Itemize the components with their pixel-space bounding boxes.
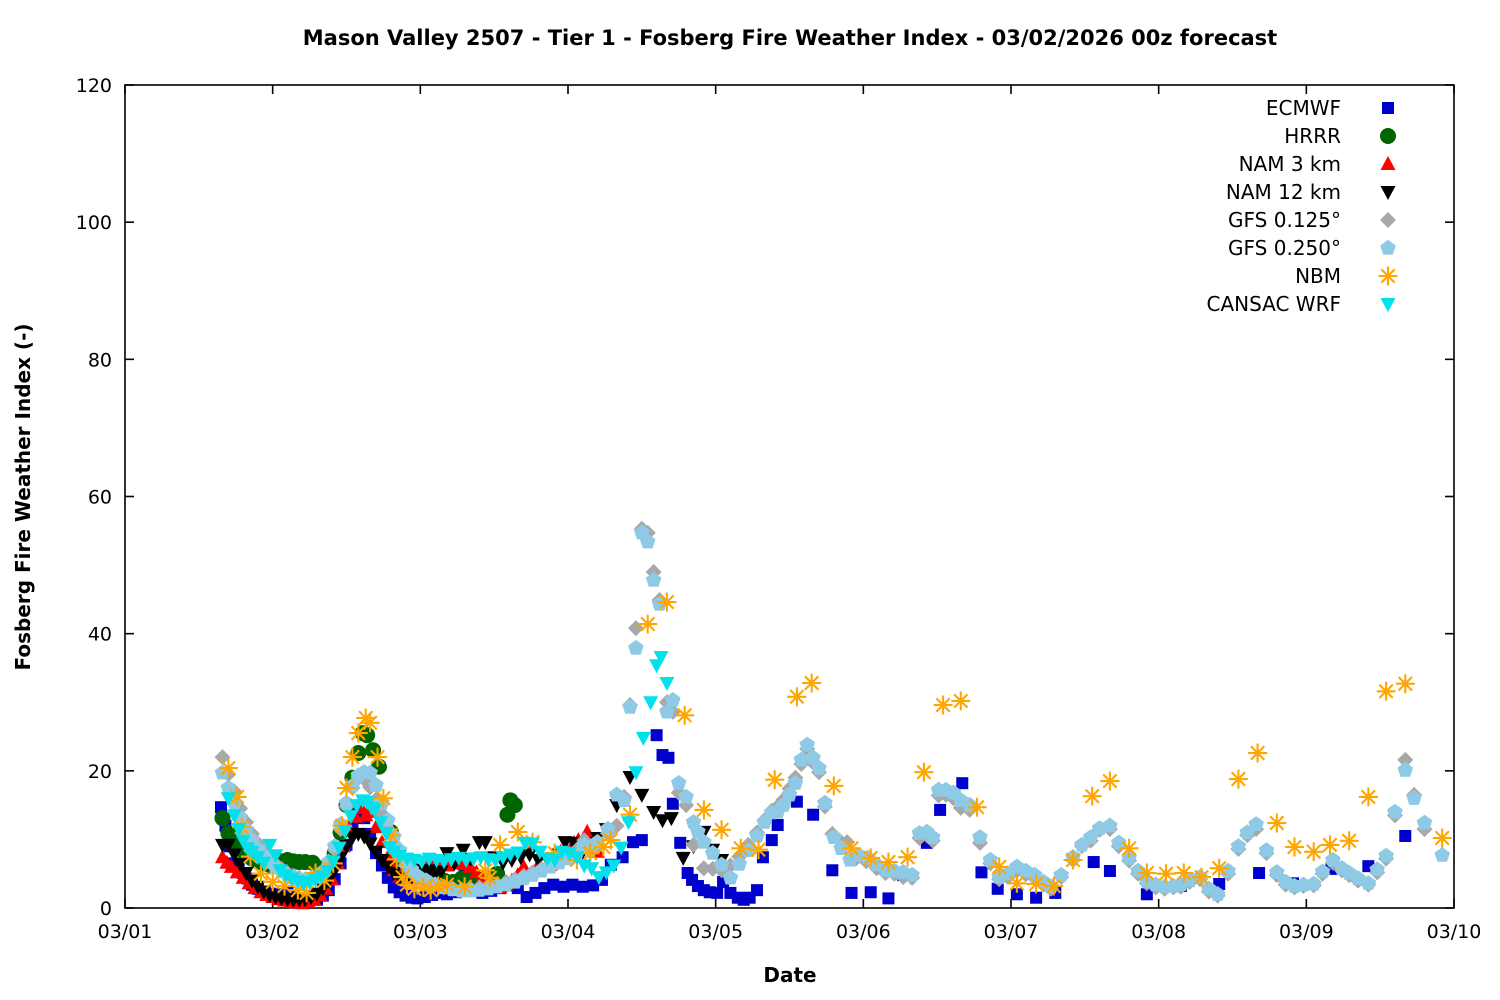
legend-item-nam12: NAM 12 km xyxy=(1226,180,1396,204)
series-cansac xyxy=(220,650,675,892)
legend-label-nam3: NAM 3 km xyxy=(1239,152,1341,176)
legend: ECMWF HRRR NAM 3 km NAM 12 km GFS 0.125° GFS … xyxy=(1206,96,1398,316)
legend-label-ecmwf: ECMWF xyxy=(1266,96,1341,120)
legend-label-nbm: NBM xyxy=(1295,264,1341,288)
legend-marker-gfs250-icon xyxy=(1380,239,1396,255)
legend-item-nbm: NBM xyxy=(1295,264,1398,288)
x-tick-label-03-04: 03/04 xyxy=(541,921,596,943)
y-tick-label-80: 80 xyxy=(88,349,112,371)
x-tick-label-03-02: 03/02 xyxy=(245,921,300,943)
legend-marker-hrrr-icon xyxy=(1380,128,1396,144)
chart-title: Mason Valley 2507 - Tier 1 - Fosberg Fir… xyxy=(303,26,1277,50)
y-axis-title: Fosberg Fire Weather Index (-) xyxy=(11,323,35,670)
series-nbm xyxy=(218,592,1452,903)
legend-label-gfs250: GFS 0.250° xyxy=(1228,236,1341,260)
legend-marker-nam12-icon xyxy=(1380,186,1396,200)
legend-item-hrrr: HRRR xyxy=(1284,124,1396,148)
y-tick-label-0: 0 xyxy=(100,898,112,920)
y-tick-label-60: 60 xyxy=(88,487,112,509)
x-tick-label-03-03: 03/03 xyxy=(393,921,448,943)
y-tick-label-120: 120 xyxy=(76,75,112,97)
legend-marker-gfs125-icon xyxy=(1380,212,1396,228)
legend-marker-cansac-icon xyxy=(1380,298,1396,312)
x-tick-label-03-06: 03/06 xyxy=(836,921,891,943)
legend-item-cansac: CANSAC WRF xyxy=(1206,292,1396,316)
legend-label-cansac: CANSAC WRF xyxy=(1206,292,1341,316)
x-tick-label-03-09: 03/09 xyxy=(1279,921,1334,943)
legend-marker-nam3-icon xyxy=(1380,156,1396,170)
axis-tick-labels: 03/01 03/02 03/03 03/04 03/05 03/06 03/07 03/08… xyxy=(76,75,1482,943)
x-tick-label-03-07: 03/07 xyxy=(984,921,1039,943)
legend-marker-nbm-icon xyxy=(1378,266,1398,286)
legend-label-gfs125: GFS 0.125° xyxy=(1228,208,1341,232)
legend-label-hrrr: HRRR xyxy=(1284,124,1341,148)
legend-marker-ecmwf-icon xyxy=(1382,102,1394,114)
x-axis-title: Date xyxy=(763,963,816,987)
legend-item-ecmwf: ECMWF xyxy=(1266,96,1394,120)
x-tick-label-03-05: 03/05 xyxy=(688,921,743,943)
legend-item-gfs125: GFS 0.125° xyxy=(1228,208,1396,232)
x-tick-label-03-10: 03/10 xyxy=(1427,921,1482,943)
y-tick-label-20: 20 xyxy=(88,761,112,783)
y-tick-label-40: 40 xyxy=(88,624,112,646)
legend-item-gfs250: GFS 0.250° xyxy=(1228,236,1396,260)
data-series-layer xyxy=(214,520,1452,910)
x-tick-label-03-01: 03/01 xyxy=(98,921,153,943)
legend-item-nam3: NAM 3 km xyxy=(1239,152,1396,176)
axis-ticks xyxy=(124,84,1455,909)
legend-label-nam12: NAM 12 km xyxy=(1226,180,1341,204)
x-tick-label-03-08: 03/08 xyxy=(1131,921,1186,943)
y-tick-label-100: 100 xyxy=(76,212,112,234)
